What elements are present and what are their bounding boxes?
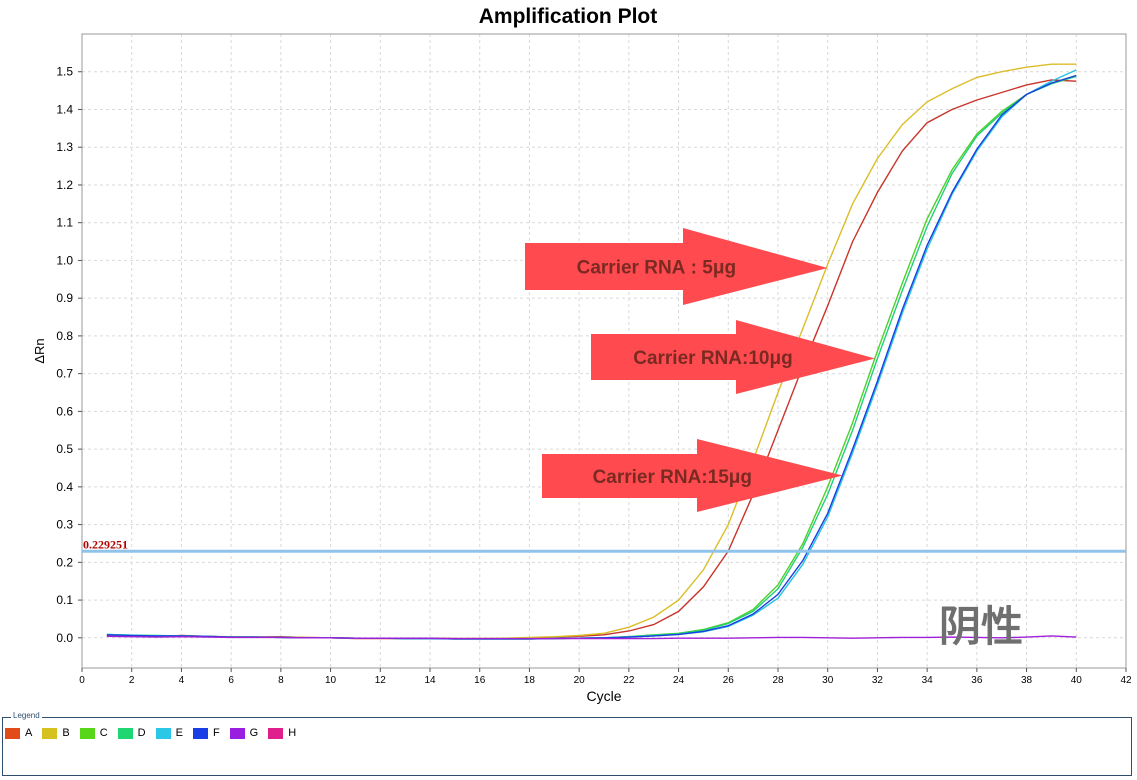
y-tick-label: 1.3: [56, 140, 73, 154]
y-tick-label: 1.0: [56, 253, 73, 267]
annotation-arrow: [525, 228, 828, 305]
legend-item-f[interactable]: F: [192, 727, 220, 739]
legend-item-c[interactable]: C: [79, 727, 108, 739]
x-tick-label: 10: [325, 675, 337, 686]
y-tick-label: 0.9: [56, 291, 73, 305]
x-axis-ticks: 0 2 4 6 8 10 12 14 16 18 20 22 24 26 28 30 32 34 36 38 40 42: [79, 668, 1132, 686]
x-tick-label: 16: [474, 675, 486, 686]
annotations: Carrier RNA : 5μg Carrier RNA:10μg Carrier…: [525, 228, 875, 512]
annotation-label: Carrier RNA:10μg: [633, 348, 792, 369]
y-tick-label: 0.2: [56, 555, 73, 569]
legend-swatch: [192, 727, 208, 739]
legend-swatch: [117, 727, 133, 739]
x-tick-label: 32: [872, 675, 884, 686]
legend-label: A: [25, 727, 33, 739]
threshold-label: 0.229251: [83, 537, 128, 551]
x-tick-label: 38: [1021, 675, 1033, 686]
y-tick-label: 1.4: [56, 102, 73, 116]
legend-label: E: [175, 727, 183, 739]
legend-item-h[interactable]: H: [268, 727, 296, 739]
legend-label: F: [212, 727, 220, 739]
x-tick-label: 0: [79, 675, 85, 686]
legend-swatch: [155, 727, 171, 739]
x-tick-label: 22: [623, 675, 635, 686]
legend-label: C: [99, 727, 108, 739]
x-tick-label: 6: [228, 675, 234, 686]
legend-item-g[interactable]: G: [229, 727, 259, 739]
y-tick-label: 0.3: [56, 518, 73, 532]
x-tick-label: 18: [524, 675, 536, 686]
x-axis-label: Cycle: [586, 688, 621, 704]
x-tick-label: 34: [922, 675, 934, 686]
y-tick-label: 1.5: [56, 65, 73, 79]
plot-area-frame: [81, 33, 1127, 669]
legend-item-b[interactable]: B: [42, 727, 70, 739]
x-tick-label: 28: [772, 675, 784, 686]
y-tick-label: 0.5: [56, 442, 73, 456]
legend-swatch: [42, 727, 58, 739]
series-line-g: [106, 635, 1077, 640]
legend-swatch: [229, 727, 245, 739]
legend-label: H: [288, 727, 297, 739]
legend-swatch: [268, 727, 284, 739]
legend-title: Legend: [11, 711, 42, 720]
x-tick-label: 42: [1120, 675, 1132, 686]
y-tick-label: 0.7: [56, 367, 73, 381]
legend-label: B: [62, 727, 70, 739]
legend-items: A B C D E F G H: [5, 727, 306, 739]
y-tick-label: 1.2: [56, 178, 73, 192]
x-tick-label: 36: [971, 675, 983, 686]
legend-panel: Legend A B C D E F G H: [2, 711, 1132, 776]
y-tick-label: 0.4: [56, 480, 73, 494]
amplification-plot: Amplification Plot 0 2 4 6 8 10 12 14 16 18 20 22 24…: [32, 5, 1132, 704]
x-tick-label: 14: [424, 675, 436, 686]
y-tick-label: 0.8: [56, 329, 73, 343]
x-tick-label: 8: [278, 675, 284, 686]
annotation-label: Carrier RNA : 5μg: [577, 258, 736, 279]
legend-label: D: [137, 727, 146, 739]
y-tick-label: 1.1: [56, 216, 73, 230]
series-lines: [106, 63, 1077, 640]
x-tick-label: 4: [179, 675, 185, 686]
annotation-label: Carrier RNA:15μg: [593, 467, 752, 488]
annotation-arrow: [542, 439, 843, 512]
y-tick-label: 0.6: [56, 404, 73, 418]
legend-swatch: [79, 727, 95, 739]
x-tick-label: 24: [673, 675, 685, 686]
negative-watermark: 阴性: [939, 602, 1023, 651]
legend-item-e[interactable]: E: [155, 727, 183, 739]
legend-label: G: [249, 727, 259, 739]
x-tick-label: 20: [574, 675, 586, 686]
annotation-arrow: [591, 320, 875, 394]
x-tick-label: 30: [822, 675, 834, 686]
x-tick-label: 40: [1071, 675, 1083, 686]
x-tick-label: 12: [375, 675, 387, 686]
legend-item-a[interactable]: A: [5, 727, 32, 739]
legend-item-d[interactable]: D: [117, 727, 146, 739]
x-tick-label: 26: [723, 675, 735, 686]
chart-title: Amplification Plot: [479, 5, 658, 28]
y-tick-label: 0.0: [56, 631, 73, 645]
y-tick-label: 0.1: [56, 593, 73, 607]
y-axis-ticks: 0.0 0.1 0.2 0.3 0.4 0.5 0.6 0.7 0.8 0.9 1.0 1.1 1.2 1…: [56, 65, 82, 645]
x-tick-label: 2: [129, 675, 135, 686]
y-axis-label: ΔRn: [32, 338, 47, 363]
legend-swatch: [5, 727, 20, 739]
